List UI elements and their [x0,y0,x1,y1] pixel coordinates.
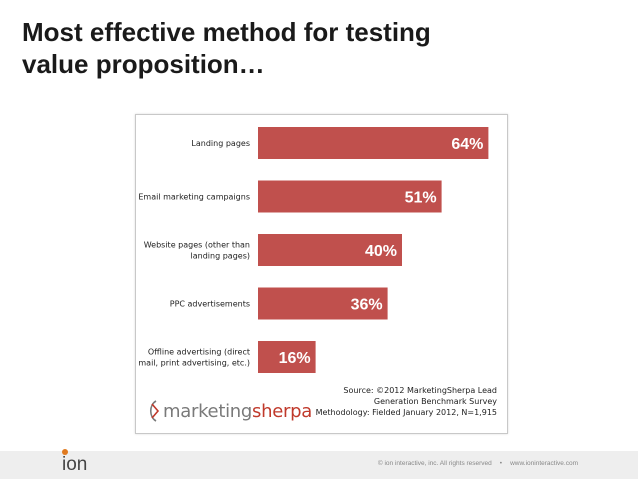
footer-url[interactable]: www.ioninteractive.com [510,460,578,467]
category-label-line: landing pages) [191,252,250,261]
ion-dot-icon [62,449,68,455]
bar-value-label: 64% [451,136,483,153]
chart-source-note: Source: ©2012 MarketingSherpa Lead Gener… [297,385,497,418]
ion-logo-text: ion [62,454,88,475]
category-label-line: mail, print advertising, etc.) [138,359,250,368]
category-label-line: PPC advertisements [170,300,250,309]
category-label: Offline advertising (direct mail, print a… [138,348,250,368]
category-label-line: Website pages (other than [144,241,250,250]
source-line-2: Generation Benchmark Survey [373,397,497,406]
slide-title-line-2: value proposition… [22,49,265,79]
footer-copyright: © ion interactive, inc. All rights reser… [377,460,492,467]
bar-value-label: 40% [365,243,397,260]
logo-text-sherpa: sherpa [252,400,312,422]
bar [258,234,402,266]
category-label-line: Offline advertising (direct [148,348,250,357]
category-label-line: Email marketing campaigns [138,193,250,202]
slide-title-line-1: Most effective method for testing [22,17,431,47]
slide-footer: ion © ion interactive, inc. All rights r… [0,449,638,479]
category-label: Website pages (other than landing pages) [144,241,250,261]
footer-text: © ion interactive, inc. All rights reser… [378,460,578,467]
source-line-1: Source: ©2012 MarketingSherpa Lead [343,386,497,395]
category-label-line: Landing pages [191,139,250,148]
ion-logo: ion [62,449,88,476]
bar [258,287,388,320]
category-label: PPC advertisements [170,300,250,309]
bar-chart: 64% Landing pages 51% Email marketing campa… [138,127,489,373]
sherpa-mountain-icon [149,400,160,422]
bar [258,180,442,213]
category-label: Email marketing campaigns [138,193,250,202]
slide-title: Most effective method for testing value … [22,16,582,80]
source-line-3: Methodology: Fielded January 2012, N=1,9… [315,408,497,417]
bar [258,341,316,373]
logo-text-marketing: marketing [163,400,253,422]
bar-value-label: 51% [405,190,437,207]
bar-value-label: 36% [351,297,383,314]
footer-separator: • [499,460,503,467]
chart-frame: 64% Landing pages 51% Email marketing campa… [135,114,508,434]
marketingsherpa-logo: marketing sherpa [146,397,312,425]
bar [258,127,489,159]
bar-value-label: 16% [279,350,311,367]
category-label: Landing pages [191,139,250,148]
